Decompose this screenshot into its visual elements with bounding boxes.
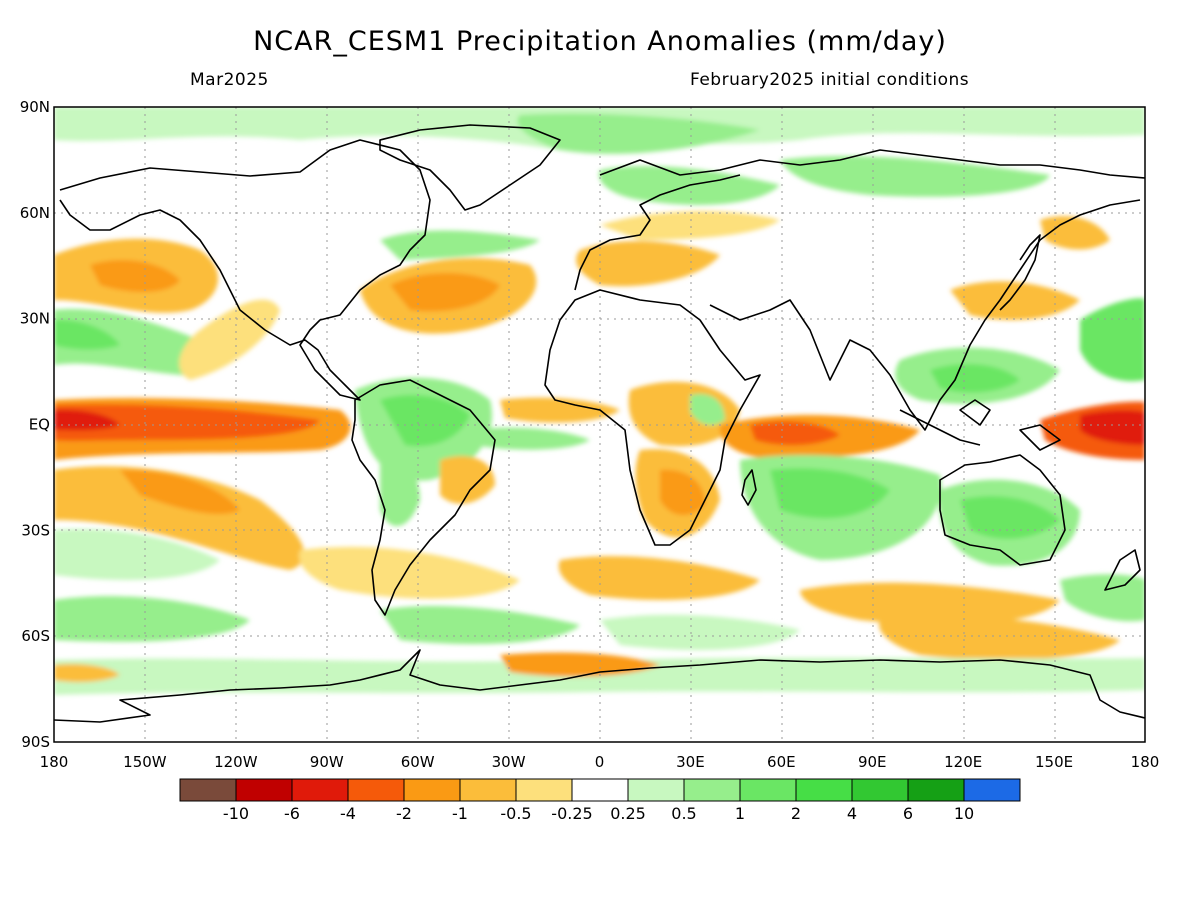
latitude-tick-label: 30S — [21, 521, 50, 539]
colorbar-swatch — [291, 778, 349, 802]
latitude-tick-label: 90S — [21, 733, 50, 751]
latitude-tick-label: 60N — [20, 204, 50, 222]
longitude-tick-label: 60W — [401, 753, 435, 771]
longitude-tick-label: 60E — [767, 753, 796, 771]
colorbar-label: 6 — [903, 804, 913, 823]
colorbar-swatch — [571, 778, 629, 802]
colorbar: -10 -6 -4 -2 -1 -0.5 -0.25 0.25 0.5 1 2 4 6 10 — [179, 778, 1021, 823]
initial-conditions-label: February2025 initial conditions — [690, 70, 970, 90]
latitude-tick-label: 90N — [20, 98, 50, 116]
colorbar-label: -2 — [396, 804, 412, 823]
colorbar-label: 0.25 — [610, 804, 646, 823]
coastlines — [54, 124, 1145, 723]
map-frame — [53, 106, 1146, 743]
latitude-tick-label: 60S — [21, 627, 50, 645]
colorbar-label: -0.5 — [500, 804, 531, 823]
forecast-month-label: Mar2025 — [190, 70, 269, 90]
colorbar-swatch — [963, 778, 1021, 802]
longitude-tick-label: 90W — [310, 753, 344, 771]
colorbar-label: 0.5 — [671, 804, 696, 823]
latitude-tick-label: 30N — [20, 310, 50, 328]
longitude-tick-label: 30W — [492, 753, 526, 771]
longitude-tick-label: 120W — [214, 753, 258, 771]
latitude-tick-label: EQ — [29, 416, 50, 434]
latitude-axis: 90N 60N 30N EQ 30S 60S 90S — [20, 98, 50, 751]
colorbar-label: 10 — [954, 804, 974, 823]
colorbar-swatch — [403, 778, 461, 802]
colorbar-label: 4 — [847, 804, 857, 823]
longitude-tick-label: 30E — [676, 753, 705, 771]
colorbar-swatch — [179, 778, 237, 802]
colorbar-swatch — [851, 778, 909, 802]
colorbar-swatch — [907, 778, 965, 802]
colorbar-label: 1 — [735, 804, 745, 823]
longitude-tick-label: 120E — [944, 753, 982, 771]
colorbar-swatch — [515, 778, 573, 802]
colorbar-swatch — [739, 778, 797, 802]
colorbar-swatch — [347, 778, 405, 802]
longitude-tick-label: 150E — [1035, 753, 1073, 771]
colorbar-label: -6 — [284, 804, 300, 823]
colorbar-swatch — [235, 778, 293, 802]
colorbar-label: -0.25 — [551, 804, 592, 823]
colorbar-swatch — [459, 778, 517, 802]
longitude-tick-label: 180 — [40, 753, 69, 771]
colorbar-label: 2 — [791, 804, 801, 823]
longitude-tick-label: 90E — [858, 753, 887, 771]
longitude-tick-label: 150W — [123, 753, 167, 771]
longitude-axis: 180 150W 120W 90W 60W 30W 0 30E 60E 90E 120E 150E 18… — [40, 753, 1160, 771]
map-title: NCAR_CESM1 Precipitation Anomalies (mm/d… — [253, 26, 947, 57]
graticule — [54, 107, 1145, 742]
colorbar-swatch — [627, 778, 685, 802]
longitude-tick-label: 180 — [1131, 753, 1160, 771]
colorbar-label: -10 — [223, 804, 249, 823]
colorbar-swatch — [795, 778, 853, 802]
longitude-tick-label: 0 — [595, 753, 605, 771]
colorbar-label: -1 — [452, 804, 468, 823]
colorbar-swatch — [683, 778, 741, 802]
anomaly-field — [54, 107, 1145, 742]
colorbar-label: -4 — [340, 804, 356, 823]
